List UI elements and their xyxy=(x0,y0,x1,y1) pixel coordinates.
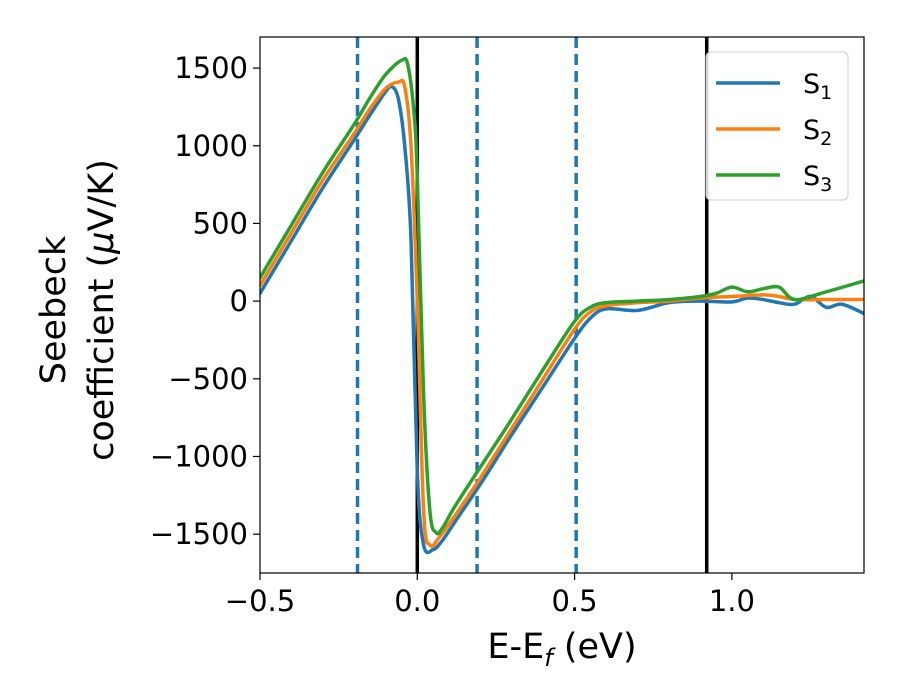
y-axis-label-unit: V/K) xyxy=(82,159,122,231)
series-line-s2 xyxy=(260,78,864,549)
legend-label-s2: S2 xyxy=(803,115,832,150)
x-tick-label: 1.0 xyxy=(709,584,755,618)
y-axis-ticks: −1500 −1000 −500 0 500 1000 1500 xyxy=(150,51,260,551)
x-axis-ticks: −0.5 0.0 0.5 1.0 xyxy=(225,573,755,618)
y-tick-label: 1000 xyxy=(174,129,248,163)
x-axis-label: E-Ef (eV) xyxy=(487,627,636,672)
x-tick-label: −0.5 xyxy=(225,584,295,618)
y-tick-label: −1000 xyxy=(150,439,248,473)
legend-frame xyxy=(705,51,849,201)
y-axis-label-mu: μ xyxy=(82,231,122,254)
x-axis-label-main: E-E xyxy=(487,627,544,667)
y-tick-label: −1500 xyxy=(150,517,248,551)
y-axis-label: Seebeck coefficient (μV/K) xyxy=(34,159,122,461)
y-tick-label: −500 xyxy=(168,362,248,396)
y-tick-label: 1500 xyxy=(174,51,248,85)
x-tick-label: 0.5 xyxy=(552,584,598,618)
plot-frame xyxy=(259,36,865,574)
series-line-s3 xyxy=(260,56,864,536)
series-lines xyxy=(260,56,864,555)
y-axis-label-line1: Seebeck xyxy=(34,235,74,384)
x-axis-label-unit: (eV) xyxy=(553,627,637,667)
y-tick-label: 0 xyxy=(230,284,248,318)
legend: S1 S2 S3 xyxy=(705,51,849,201)
legend-label-s1: S1 xyxy=(803,69,832,104)
y-axis-label-line2: coefficient (μV/K) xyxy=(82,159,122,461)
x-tick-label: 0.0 xyxy=(394,584,440,618)
y-tick-label: 500 xyxy=(193,206,248,240)
y-axis-label-prefix: coefficient ( xyxy=(82,254,122,461)
legend-label-s3: S3 xyxy=(803,161,832,196)
